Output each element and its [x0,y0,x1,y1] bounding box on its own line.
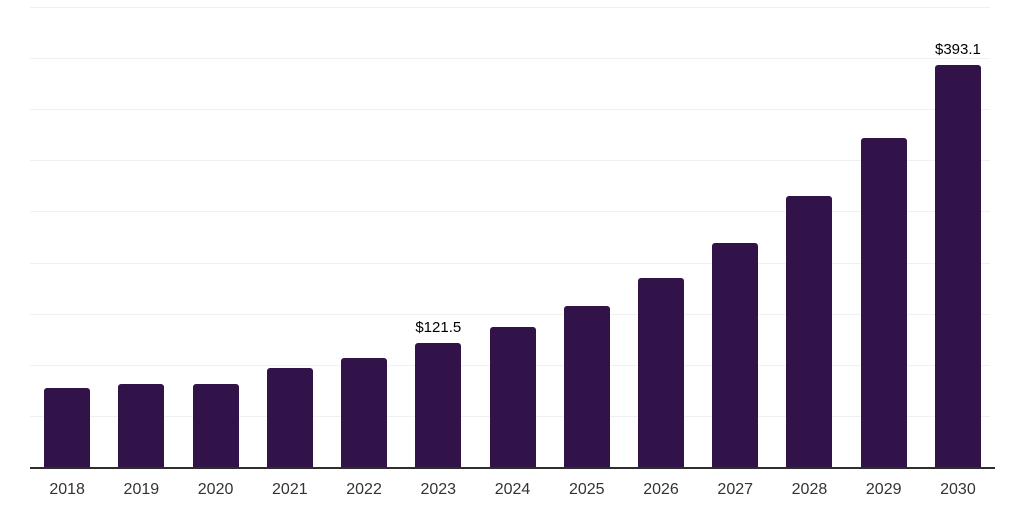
gridline [30,7,990,8]
x-tick-label-2022: 2022 [346,481,382,498]
bar-slot-2022 [327,7,401,467]
bar-2025 [563,306,610,467]
bar-slot-2024 [475,7,549,467]
bar-slot-2030: $393.1 [921,7,995,467]
gridline [30,262,990,264]
x-tick-label-2028: 2028 [791,481,828,498]
bar-2020 [192,384,239,467]
bar-2019 [118,384,165,467]
value-label-2023: $121.5 [415,318,462,336]
bar-2021 [266,368,313,467]
bar-2027 [712,243,759,467]
bar-2022 [341,358,388,467]
value-label-2030: $393.1 [934,41,981,59]
x-tick-label-2019: 2019 [123,481,160,498]
x-tick-label-2025: 2025 [568,481,605,498]
bar-slot-2029 [847,7,921,467]
gridline [30,313,990,315]
x-tick-label-2021: 2021 [272,481,308,498]
bar-slot-2025 [550,7,624,467]
bar-2030 [934,65,981,467]
bar-slot-2018 [30,7,104,467]
bar-slot-2028 [772,7,846,467]
x-tick-label-2018: 2018 [49,481,85,498]
x-tick-label-2030: 2030 [940,481,976,498]
bar-2018 [44,387,91,467]
bar-2024 [489,326,536,467]
bars-row: $121.5 $393.1 [30,7,995,467]
gridline [30,58,990,60]
bar-slot-2026 [624,7,698,467]
bar-slot-2021 [253,7,327,467]
bar-slot-2027 [698,7,772,467]
gridline [30,211,990,213]
plot-area: $121.5 $393.1 [30,7,995,469]
x-tick-label-2024: 2024 [494,481,531,498]
x-tick-label-2023: 2023 [420,481,457,498]
x-tick-label-2027: 2027 [717,481,754,498]
x-axis-labels: 2018 2019 2020 2021 2022 2023 2024 2025 2026 2027… [30,481,995,499]
bar-slot-2023: $121.5 [401,7,475,467]
bar-2029 [860,137,907,467]
bar-2026 [637,278,684,467]
x-tick-label-2029: 2029 [865,481,902,498]
bar-2023 [415,342,462,467]
gridline [30,109,990,111]
bar-slot-2020 [178,7,252,467]
x-tick-label-2026: 2026 [643,481,679,498]
x-tick-label-2020: 2020 [197,481,234,498]
bar-slot-2019 [104,7,178,467]
gridline [30,160,990,162]
bar-2028 [786,196,833,467]
